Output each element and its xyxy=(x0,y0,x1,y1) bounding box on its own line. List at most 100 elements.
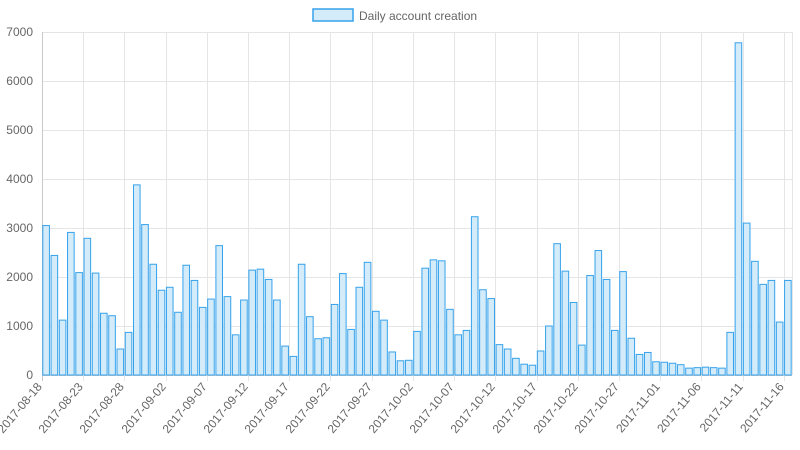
bar[interactable] xyxy=(611,329,619,376)
bar[interactable] xyxy=(91,272,100,376)
bar[interactable] xyxy=(734,42,743,376)
legend-label[interactable]: Daily account creation xyxy=(359,9,477,23)
bar[interactable] xyxy=(198,306,207,376)
bar[interactable] xyxy=(784,279,792,376)
bar[interactable] xyxy=(182,264,191,376)
bar[interactable] xyxy=(363,261,372,376)
bar[interactable] xyxy=(660,361,669,376)
bar[interactable] xyxy=(726,331,734,376)
bar[interactable] xyxy=(454,334,463,376)
bar[interactable] xyxy=(215,245,223,376)
legend[interactable]: Daily account creation xyxy=(312,8,477,23)
bar[interactable] xyxy=(652,361,660,376)
bar[interactable] xyxy=(536,350,545,376)
bar[interactable] xyxy=(479,289,487,376)
bar[interactable] xyxy=(446,308,454,376)
bar[interactable] xyxy=(775,321,784,376)
bar[interactable] xyxy=(578,344,586,376)
bar[interactable] xyxy=(594,250,603,376)
bar[interactable] xyxy=(553,243,561,376)
bar[interactable] xyxy=(273,299,281,376)
bar[interactable] xyxy=(619,271,627,376)
bar[interactable] xyxy=(404,359,413,376)
bar[interactable] xyxy=(339,273,347,376)
bar[interactable] xyxy=(314,338,322,376)
bar[interactable] xyxy=(347,328,355,376)
y-tick-label: 1000 xyxy=(6,319,33,333)
bar[interactable] xyxy=(701,366,710,376)
bar[interactable] xyxy=(742,222,751,376)
bar[interactable] xyxy=(297,263,306,376)
bar[interactable] xyxy=(396,360,405,376)
bar[interactable] xyxy=(545,325,553,376)
bar[interactable] xyxy=(141,224,149,376)
bar[interactable] xyxy=(528,364,537,376)
bar[interactable] xyxy=(388,351,397,376)
bar[interactable] xyxy=(421,267,430,376)
bar[interactable] xyxy=(759,283,767,376)
bar[interactable] xyxy=(767,279,776,376)
bar[interactable] xyxy=(157,289,166,376)
bar[interactable] xyxy=(602,278,611,376)
bar[interactable] xyxy=(470,216,479,376)
bar[interactable] xyxy=(668,362,677,376)
bar[interactable] xyxy=(132,184,141,376)
bar[interactable] xyxy=(322,337,331,376)
bar[interactable] xyxy=(371,310,380,376)
bar[interactable] xyxy=(413,330,421,376)
legend-swatch[interactable] xyxy=(312,8,354,22)
bar[interactable] xyxy=(165,286,174,376)
bar[interactable] xyxy=(149,263,158,376)
bar[interactable] xyxy=(495,344,504,376)
bar[interactable] xyxy=(437,260,446,376)
bar[interactable] xyxy=(751,260,759,376)
bar[interactable] xyxy=(248,269,256,376)
bar[interactable] xyxy=(116,348,125,376)
bar[interactable] xyxy=(223,296,232,376)
bar[interactable] xyxy=(67,231,75,376)
bar[interactable] xyxy=(83,237,92,376)
bar[interactable] xyxy=(75,272,83,376)
bar[interactable] xyxy=(487,298,495,376)
bar[interactable] xyxy=(264,278,273,376)
bar[interactable] xyxy=(635,353,644,376)
bar[interactable] xyxy=(693,367,702,376)
bar[interactable] xyxy=(124,331,133,376)
bar[interactable] xyxy=(561,270,570,376)
bar[interactable] xyxy=(355,286,364,376)
bar-series xyxy=(42,42,792,376)
bar[interactable] xyxy=(190,279,199,376)
bar[interactable] xyxy=(50,254,59,376)
bar[interactable] xyxy=(586,275,594,376)
bar[interactable] xyxy=(627,337,636,376)
bar[interactable] xyxy=(380,319,388,376)
bar[interactable] xyxy=(520,363,528,376)
bar[interactable] xyxy=(108,315,116,376)
bar[interactable] xyxy=(289,355,298,376)
bar[interactable] xyxy=(100,312,108,376)
x-axis-ticks: 2017-08-182017-08-232017-08-282017-09-02… xyxy=(0,380,787,436)
bar[interactable] xyxy=(709,367,718,376)
bar[interactable] xyxy=(569,301,578,376)
bar[interactable] xyxy=(462,329,471,376)
bar[interactable] xyxy=(256,268,265,376)
bar[interactable] xyxy=(42,225,50,376)
y-tick-label: 2000 xyxy=(6,270,33,284)
bar[interactable] xyxy=(503,348,512,376)
bar[interactable] xyxy=(281,345,289,376)
bar[interactable] xyxy=(306,316,314,376)
bar[interactable] xyxy=(330,303,339,376)
bar[interactable] xyxy=(429,259,438,376)
bar[interactable] xyxy=(207,298,215,376)
bar[interactable] xyxy=(231,334,240,376)
bar[interactable] xyxy=(174,311,182,376)
bar[interactable] xyxy=(685,367,693,376)
bar[interactable] xyxy=(240,299,248,376)
bar[interactable] xyxy=(643,351,652,376)
bar[interactable] xyxy=(58,319,67,376)
bar[interactable] xyxy=(676,364,685,376)
bar[interactable] xyxy=(512,357,520,376)
bar[interactable] xyxy=(718,367,726,376)
